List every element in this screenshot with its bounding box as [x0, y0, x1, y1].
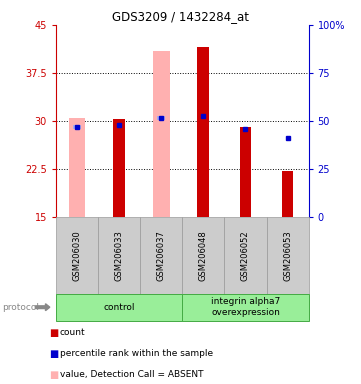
- Text: ■: ■: [49, 349, 58, 359]
- Text: protocol: protocol: [2, 303, 39, 312]
- Text: percentile rank within the sample: percentile rank within the sample: [60, 349, 213, 358]
- Bar: [73, 126, 81, 129]
- Text: value, Detection Call = ABSENT: value, Detection Call = ABSENT: [60, 370, 203, 379]
- Bar: [153, 51, 170, 217]
- Text: GSM206030: GSM206030: [73, 230, 82, 281]
- Bar: [157, 116, 165, 120]
- Text: count: count: [60, 328, 85, 336]
- Text: GSM206053: GSM206053: [283, 230, 292, 281]
- Text: GSM206033: GSM206033: [115, 230, 123, 281]
- Text: ■: ■: [49, 370, 58, 380]
- Bar: [282, 171, 293, 217]
- Bar: [197, 47, 209, 217]
- Text: ■: ■: [49, 328, 58, 338]
- Bar: [240, 127, 251, 217]
- Text: GSM206048: GSM206048: [199, 230, 208, 281]
- Text: integrin alpha7
overexpression: integrin alpha7 overexpression: [211, 298, 280, 317]
- Text: GDS3209 / 1432284_at: GDS3209 / 1432284_at: [112, 10, 249, 23]
- Bar: [69, 118, 85, 217]
- Text: GSM206037: GSM206037: [157, 230, 166, 281]
- Bar: [113, 119, 125, 217]
- Text: control: control: [103, 303, 135, 312]
- Text: GSM206052: GSM206052: [241, 230, 250, 281]
